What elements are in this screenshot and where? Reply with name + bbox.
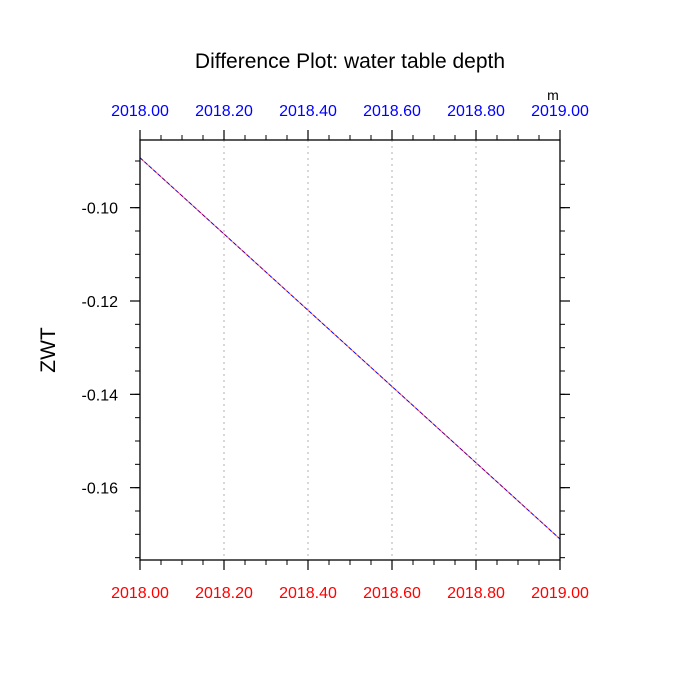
x-tick-label-top: 2018.80: [447, 103, 505, 120]
x-tick-label-bottom: 2018.00: [111, 585, 169, 602]
plot-frame: [139, 139, 561, 561]
y-tick-label: -0.16: [82, 481, 119, 498]
y-tick-label: -0.10: [82, 201, 119, 218]
x-tick-label-bottom: 2018.60: [363, 585, 421, 602]
tick-marks: [130, 130, 570, 570]
x-tick-label-top: 2018.40: [279, 103, 337, 120]
chart-title: Difference Plot: water table depth: [195, 50, 505, 73]
y-tick-label: -0.12: [82, 294, 119, 311]
x-tick-label-bottom: 2018.20: [195, 585, 253, 602]
y-tick-label: -0.14: [82, 387, 119, 404]
series-line-b: [139, 157, 561, 540]
grid-lines: [223, 140, 477, 560]
x-tick-label-top: 2018.60: [363, 103, 421, 120]
units-label: m: [547, 87, 559, 103]
series-layer: [139, 157, 561, 540]
x-tick-label-bottom: 2018.40: [279, 585, 337, 602]
x-tick-label-bottom: 2018.80: [447, 585, 505, 602]
x-tick-label-top: 2018.00: [111, 103, 169, 120]
y-axis-label: ZWT: [37, 327, 60, 373]
x-tick-label-bottom: 2019.00: [531, 585, 589, 602]
x-tick-label-top: 2019.00: [531, 103, 589, 120]
series-line-a: [139, 157, 561, 540]
tick-labels: 2018.00 2018.00 2018.20 2018.20 2018.40 2018.…: [82, 103, 589, 602]
x-tick-label-top: 2018.20: [195, 103, 253, 120]
